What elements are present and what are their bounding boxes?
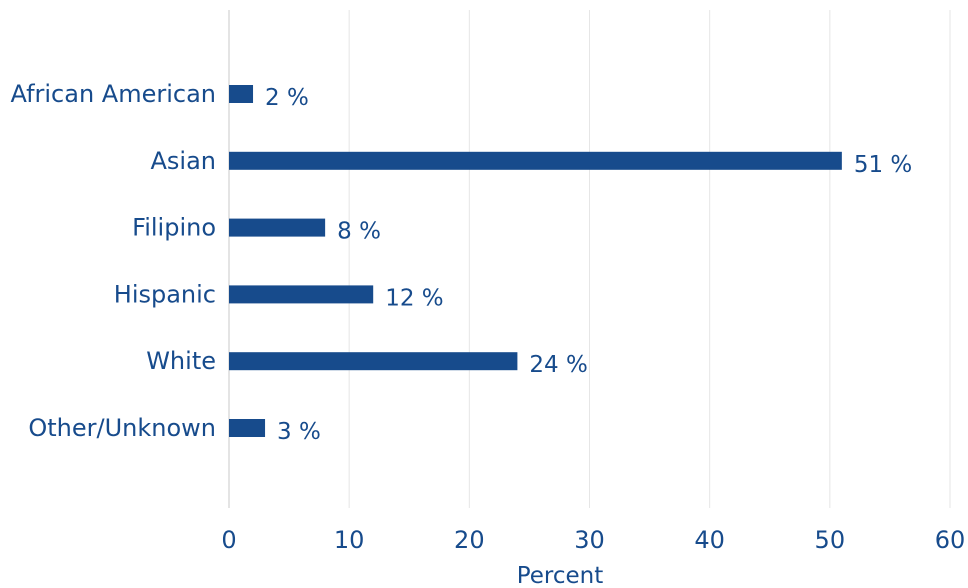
labels: African American 2 % Asian 51 % Filipino 8 % H… xyxy=(11,80,913,445)
category-label-african-american: African American xyxy=(11,80,217,108)
x-axis: 0 10 20 30 40 50 60 xyxy=(221,526,965,554)
category-label-asian: Asian xyxy=(150,147,216,175)
bar-hispanic xyxy=(229,285,374,304)
bar-african-american xyxy=(229,85,254,103)
category-label-filipino: Filipino xyxy=(132,214,216,242)
x-axis-title: Percent xyxy=(517,563,604,588)
value-label-white: 24 % xyxy=(529,352,587,378)
bar-asian xyxy=(229,151,842,170)
bar-white xyxy=(229,352,518,371)
category-label-other-unknown: Other/Unknown xyxy=(28,414,216,442)
value-label-filipino: 8 % xyxy=(337,219,381,245)
category-label-white: White xyxy=(146,347,216,375)
value-label-hispanic: 12 % xyxy=(385,285,443,311)
x-tick-label-10: 10 xyxy=(334,526,365,554)
value-label-african-american: 2 % xyxy=(265,85,309,111)
bars xyxy=(229,85,842,437)
x-tick-label-60: 60 xyxy=(935,526,966,554)
x-tick-label-50: 50 xyxy=(815,526,846,554)
x-tick-label-30: 30 xyxy=(574,526,605,554)
bar-other-unknown xyxy=(229,419,266,437)
value-label-asian: 51 % xyxy=(854,152,912,178)
category-label-hispanic: Hispanic xyxy=(114,280,216,308)
grid-lines xyxy=(228,10,951,508)
x-tick-label-0: 0 xyxy=(221,526,236,554)
value-label-other-unknown: 3 % xyxy=(277,419,321,445)
bar-filipino xyxy=(229,218,326,237)
x-tick-label-20: 20 xyxy=(454,526,485,554)
x-tick-label-40: 40 xyxy=(694,526,725,554)
